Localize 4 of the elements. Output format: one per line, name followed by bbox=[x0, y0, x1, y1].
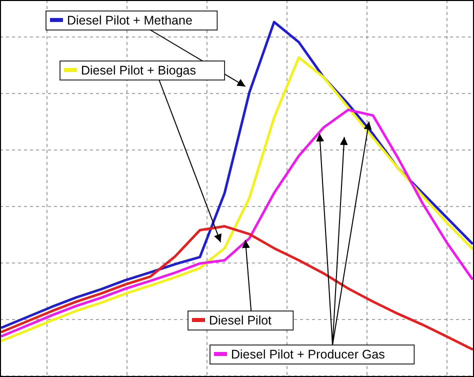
legend-label: Diesel Pilot bbox=[209, 314, 272, 328]
legend-label: Diesel Pilot + Producer Gas bbox=[231, 348, 385, 362]
legend-label: Diesel Pilot + Biogas bbox=[81, 64, 196, 78]
legend-label: Diesel Pilot + Methane bbox=[67, 14, 192, 28]
